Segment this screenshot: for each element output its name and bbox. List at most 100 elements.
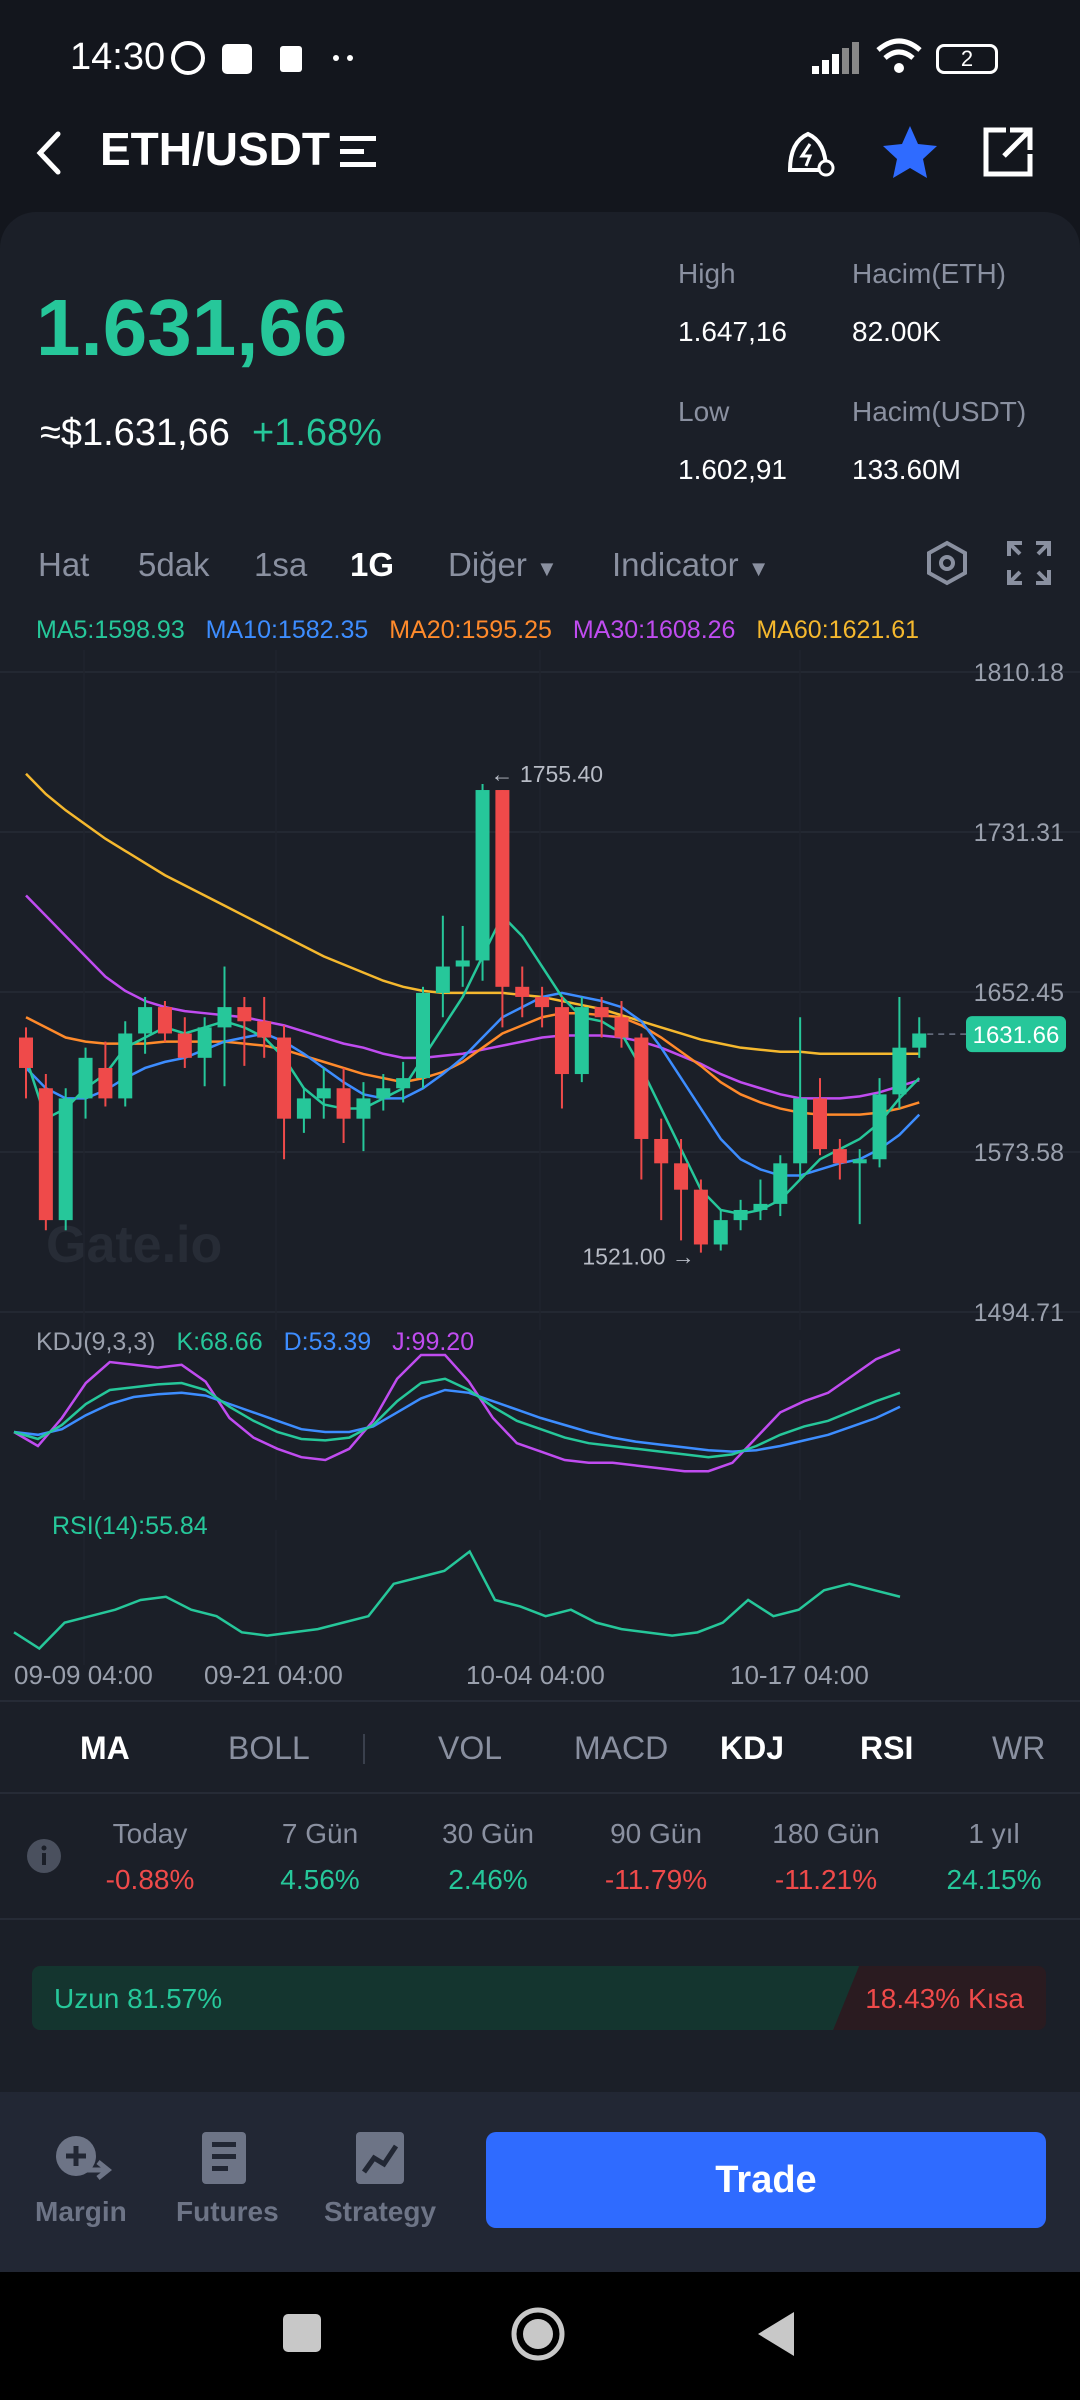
tab-indicator[interactable]: Indicator ▼ xyxy=(612,546,770,584)
short-label: 18.43% Kısa xyxy=(865,1983,1024,2014)
candle-down xyxy=(674,1163,689,1190)
perf-value-30d: 2.46% xyxy=(448,1864,528,1895)
back-triangle-icon[interactable] xyxy=(754,2308,798,2360)
candle-up xyxy=(435,966,450,993)
kdj-k-value: K:68.66 xyxy=(176,1328,263,1356)
pair-list-icon[interactable] xyxy=(338,132,382,172)
candle-down xyxy=(237,1007,252,1022)
candle-up xyxy=(356,1098,371,1119)
candle-up xyxy=(58,1098,73,1221)
kdj-label: KDJ(9,3,3) xyxy=(36,1328,156,1356)
current-price-value: 1631.66 xyxy=(973,1022,1060,1049)
candle-up xyxy=(416,992,430,1079)
y-axis-label: 1652.45 xyxy=(974,979,1064,1007)
share-icon[interactable] xyxy=(980,124,1036,180)
last-price: 1.631,66 xyxy=(36,283,348,372)
rsi-line xyxy=(13,1549,901,1651)
divider xyxy=(0,1700,1080,1702)
tab-5min[interactable]: 5dak xyxy=(138,546,210,583)
perf-value-1y: 24.15% xyxy=(946,1864,1042,1895)
chevron-down-icon: ▼ xyxy=(536,556,558,581)
rsi-label: RSI(14):55.84 xyxy=(52,1512,208,1540)
indicator-tab-rsi[interactable]: RSI xyxy=(860,1730,914,1766)
y-axis-label: 1494.71 xyxy=(974,1299,1064,1327)
x-axis-label: 10-17 04:00 xyxy=(730,1660,869,1690)
candle-up xyxy=(396,1078,411,1089)
perf-value-90d: -11.79% xyxy=(604,1864,708,1895)
candle-up xyxy=(852,1159,867,1164)
y-axis-label: 1810.18 xyxy=(974,659,1064,687)
ma20-line xyxy=(25,1011,920,1116)
candle-down xyxy=(813,1098,827,1150)
recent-apps-icon[interactable] xyxy=(283,2314,321,2352)
notification-icons xyxy=(171,41,353,75)
tab-more[interactable]: Diğer ▼ xyxy=(448,546,558,584)
battery-icon: 2 xyxy=(936,44,998,74)
current-price-tag xyxy=(966,1016,1066,1053)
kdj-j-line xyxy=(13,1348,901,1473)
perf-label-180d: 180 Gün xyxy=(772,1818,880,1849)
ma5-value: MA5:1598.93 xyxy=(36,616,185,644)
back-arrow-icon[interactable] xyxy=(30,128,70,178)
info-icon[interactable] xyxy=(26,1838,62,1874)
candle-up xyxy=(793,1098,808,1164)
candle-up xyxy=(376,1088,391,1099)
volume-quote-value: 133.60M xyxy=(852,454,961,485)
favorite-star-icon[interactable] xyxy=(880,122,940,182)
candle-down xyxy=(832,1149,847,1164)
fullscreen-icon[interactable] xyxy=(1006,540,1052,586)
chart-settings-icon[interactable] xyxy=(924,540,970,586)
divider xyxy=(363,1734,365,1764)
candle-down xyxy=(594,1007,609,1018)
indicator-tab-wr[interactable]: WR xyxy=(992,1730,1046,1766)
candle-up xyxy=(892,1047,907,1095)
watermark: Gate.io xyxy=(46,1216,222,1274)
nav-margin[interactable]: Margin xyxy=(35,2196,127,2227)
kdj-chart xyxy=(13,1340,901,1500)
ma5-line xyxy=(24,913,921,1216)
tab-1d[interactable]: 1G xyxy=(350,546,395,583)
candle-up xyxy=(316,1088,331,1099)
high-value: 1.647,16 xyxy=(678,316,787,347)
indicator-tab-ma[interactable]: MA xyxy=(80,1730,130,1766)
candlestick-chart[interactable]: 1810.18 1731.31 1652.45 1573.58 1494.71 Gate.… xyxy=(0,650,1080,1330)
divider xyxy=(0,1918,1080,1920)
price-alert-icon[interactable] xyxy=(780,122,840,182)
perf-value-7d: 4.56% xyxy=(280,1864,360,1895)
indicator-tab-macd[interactable]: MACD xyxy=(574,1730,669,1766)
candle-up xyxy=(78,1057,93,1099)
candle-down xyxy=(634,1037,649,1139)
perf-value-today: -0.88% xyxy=(105,1864,195,1895)
kdj-j-value: J:99.20 xyxy=(392,1328,475,1356)
margin-icon[interactable] xyxy=(52,2130,112,2190)
candle-up xyxy=(217,1007,232,1028)
wifi-icon xyxy=(876,38,922,73)
long-ratio-fill xyxy=(32,1966,859,2030)
perf-value-180d: -11.21% xyxy=(774,1864,878,1895)
perf-label-30d: 30 Gün xyxy=(442,1818,534,1849)
candle-down xyxy=(554,1007,569,1075)
tab-line[interactable]: Hat xyxy=(38,546,90,583)
indicator-tab-vol[interactable]: VOL xyxy=(438,1730,503,1766)
candle-down xyxy=(654,1138,669,1164)
candle-up xyxy=(733,1209,748,1221)
x-axis-label: 10-04 04:00 xyxy=(466,1660,605,1690)
x-axis-label: 09-21 04:00 xyxy=(204,1660,343,1690)
y-axis-label: 1573.58 xyxy=(974,1139,1064,1167)
volume-quote-label: Hacim(USDT) xyxy=(852,396,1027,427)
futures-icon[interactable] xyxy=(196,2128,252,2188)
pair-title[interactable]: ETH/USDT xyxy=(100,123,330,175)
trade-button[interactable]: Trade xyxy=(486,2132,1046,2228)
home-icon[interactable] xyxy=(510,2306,566,2362)
perf-label-90d: 90 Gün xyxy=(610,1818,702,1849)
kdj-legend: KDJ(9,3,3) K:68.66 D:53.39 J:99.20 xyxy=(36,1328,474,1357)
ma60-line xyxy=(25,772,920,1056)
nav-strategy[interactable]: Strategy xyxy=(324,2196,437,2227)
perf-label-1y: 1 yıl xyxy=(968,1818,1020,1849)
indicator-tab-boll[interactable]: BOLL xyxy=(228,1730,310,1766)
indicator-tab-kdj[interactable]: KDJ xyxy=(720,1730,785,1766)
tab-1h[interactable]: 1sa xyxy=(254,546,308,583)
strategy-icon[interactable] xyxy=(352,2128,408,2188)
usd-price: ≈$1.631,66 xyxy=(40,412,230,454)
nav-futures[interactable]: Futures xyxy=(176,2196,279,2227)
